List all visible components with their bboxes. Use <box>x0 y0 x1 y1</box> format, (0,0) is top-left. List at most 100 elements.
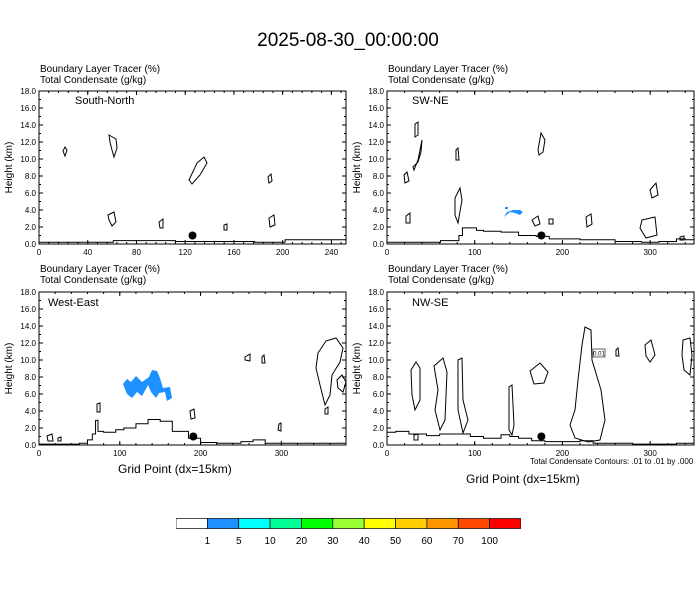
condensate-contour <box>537 131 546 156</box>
condensate-contour <box>454 186 463 225</box>
condensate-contour <box>585 213 593 228</box>
panel-label-2: Boundary Layer Tracer (%) Total Condensat… <box>388 64 509 86</box>
condensate-contour <box>57 436 62 442</box>
plot-frame <box>38 90 347 245</box>
y-tick-label: 12.0 <box>20 138 36 147</box>
x-tick-label: 80 <box>132 248 141 257</box>
y-tick-label: 18.0 <box>20 87 36 96</box>
panel-name: South-North <box>75 95 134 107</box>
y-tick-label: 0.0 <box>373 240 385 249</box>
condensate-contour <box>403 171 410 184</box>
condensate-contour <box>108 134 118 159</box>
condensate-contour <box>531 215 541 227</box>
condensate-contour <box>46 433 54 442</box>
condensate-contour <box>244 353 251 362</box>
y-tick-label: 8.0 <box>25 373 37 382</box>
y-tick-label: 4.0 <box>25 407 37 416</box>
condensate-contour <box>644 339 656 363</box>
colorbar-box <box>269 518 302 529</box>
colorbar-box <box>426 518 459 529</box>
colorbar-box <box>363 518 396 529</box>
x-tick-label: 300 <box>643 248 657 257</box>
y-tick-label: 16.0 <box>20 305 36 314</box>
condensate-contour <box>433 357 448 432</box>
y-tick-label: 2.0 <box>25 223 37 232</box>
colorbar-box <box>457 518 490 529</box>
contour-note: Total Condensate Contours: .01 to .01 by… <box>530 457 694 466</box>
y-tick-label: 12.0 <box>368 138 384 147</box>
y-tick-label: 14.0 <box>20 121 36 130</box>
condensate-contour <box>223 223 228 231</box>
condensate-contour <box>548 218 554 225</box>
y-tick-label: 2.0 <box>373 424 385 433</box>
colorbar-box <box>395 518 428 529</box>
x-tick-label: 0 <box>37 248 42 257</box>
x-tick-label: 0 <box>385 449 390 458</box>
y-tick-label: 2.0 <box>25 424 37 433</box>
y-axis-label: Height (km) <box>4 343 15 395</box>
x-tick-label: 100 <box>468 449 482 458</box>
y-tick-label: 10.0 <box>368 356 384 365</box>
y-axis-label: Height (km) <box>4 142 15 194</box>
y-tick-label: 18.0 <box>20 288 36 297</box>
x-tick-label: 40 <box>83 248 92 257</box>
condensate-contour <box>324 406 329 415</box>
condensate-contour <box>107 211 117 227</box>
terrain-line <box>387 430 695 445</box>
y-tick-label: 10.0 <box>20 155 36 164</box>
panel-label-4: Boundary Layer Tracer (%) Total Condensat… <box>388 264 509 286</box>
condensate-contour <box>455 146 460 161</box>
colorbar-level-label: 20 <box>295 536 308 547</box>
colorbar-box <box>176 518 208 529</box>
y-tick-label: 14.0 <box>20 322 36 331</box>
colorbar-level-label: 70 <box>452 536 464 547</box>
condensate-contour <box>410 361 421 412</box>
y-tick-label: 18.0 <box>368 288 384 297</box>
condensate-contour <box>457 357 469 435</box>
condensate-contour <box>639 216 658 239</box>
colorbar-box <box>207 518 240 529</box>
colorbar-level-label: 50 <box>389 536 402 547</box>
x-tick-label: 200 <box>556 248 570 257</box>
colorbar-level-label: 60 <box>421 536 433 547</box>
y-tick-label: 18.0 <box>368 87 384 96</box>
condensate-contour <box>189 408 196 420</box>
colorbar-level-label: 30 <box>327 536 339 547</box>
condensate-contour <box>529 362 549 385</box>
colorbar-box <box>332 518 365 529</box>
x-tick-label: 100 <box>468 248 482 257</box>
x-tick-label: 0 <box>385 248 390 257</box>
terrain-line <box>39 239 346 243</box>
colorbar-level-label: 40 <box>358 536 370 547</box>
condensate-contour <box>412 139 423 172</box>
y-tick-label: 10.0 <box>20 356 36 365</box>
panel-west-east: 0.0 2.0 4.0 6.0 8.0 10.0 12.0 14.0 16.0 18.0 0 100 2… <box>4 288 347 458</box>
panel-name: West-East <box>48 297 99 309</box>
x-tick-label: 240 <box>325 248 339 257</box>
chart-title: 2025-08-30_00:00:00 <box>257 30 439 51</box>
panel-south-north: 0.0 2.0 4.0 6.0 8.0 10.0 12.0 14.0 16.0 18.0 0 40 80… <box>4 87 347 257</box>
colorbar-level-label: 100 <box>481 536 498 547</box>
panel-label-1: Boundary Layer Tracer (%) Total Condensat… <box>40 64 161 86</box>
y-tick-label: 10.0 <box>368 155 384 164</box>
panel-label-3: Boundary Layer Tracer (%) Total Condensat… <box>40 264 161 286</box>
y-tick-label: 14.0 <box>368 121 384 130</box>
condensate-contour <box>414 121 419 138</box>
condensate-contour <box>315 337 344 407</box>
condensate-contour <box>62 146 68 158</box>
y-tick-label: 0.0 <box>25 240 37 249</box>
condensate-contour <box>681 337 693 376</box>
condensate-contour <box>413 433 419 441</box>
x-tick-label: 300 <box>275 449 289 458</box>
y-tick-label: 16.0 <box>368 305 384 314</box>
condensate-contour <box>569 326 606 443</box>
terrain-line <box>387 227 695 243</box>
condensate-contour <box>615 346 620 357</box>
x-tick-label: 200 <box>276 248 290 257</box>
tracer-fill <box>123 370 172 401</box>
condensate-contour <box>649 181 659 199</box>
y-tick-label: 14.0 <box>368 322 384 331</box>
x-axis-label-left: Grid Point (dx=15km) <box>118 462 232 476</box>
y-tick-label: 12.0 <box>368 339 384 348</box>
